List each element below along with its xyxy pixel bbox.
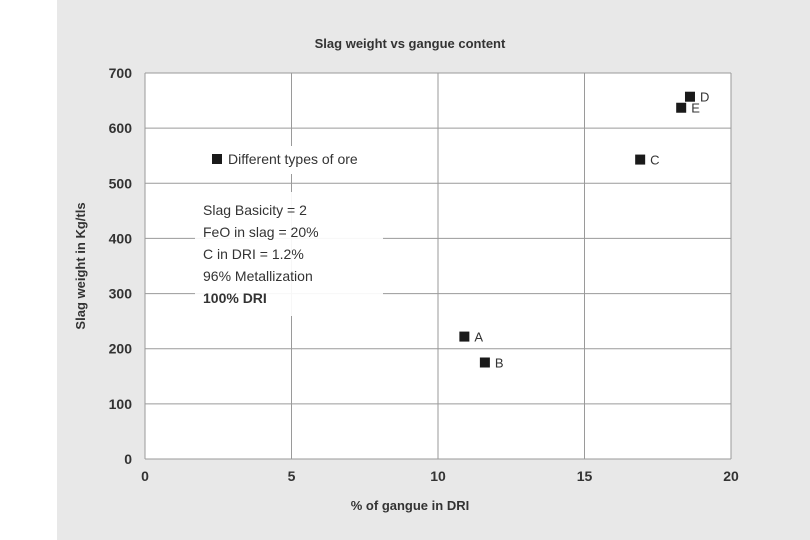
y-tick-label: 600 — [109, 120, 133, 136]
data-label-d: D — [700, 90, 709, 105]
x-tick-label: 0 — [141, 468, 149, 484]
y-tick-label: 500 — [109, 175, 133, 191]
annotation-text: Slag Basicity = 2 FeO in slag = 20% C in D… — [203, 202, 319, 306]
annotation-line: Slag Basicity = 2 — [203, 202, 307, 218]
annotation-line: C in DRI = 1.2% — [203, 246, 304, 262]
y-tick-label: 700 — [109, 65, 133, 81]
x-tick-labels: 0 5 10 15 20 — [141, 468, 739, 484]
annotation-line: 96% Metallization — [203, 268, 313, 284]
y-tick-labels: 0 100 200 300 400 500 600 700 — [109, 65, 133, 467]
data-label-c: C — [650, 153, 659, 168]
legend-marker — [212, 154, 222, 164]
y-tick-label: 100 — [109, 396, 133, 412]
legend-label: Different types of ore — [228, 151, 358, 167]
data-point-e — [676, 102, 687, 113]
x-tick-label: 10 — [430, 468, 446, 484]
y-tick-label: 0 — [124, 451, 132, 467]
annotation-box — [195, 192, 383, 316]
x-axis-label: % of gangue in DRI — [351, 498, 469, 513]
x-tick-label: 20 — [723, 468, 739, 484]
y-tick-label: 200 — [109, 341, 133, 357]
x-tick-label: 5 — [288, 468, 296, 484]
data-label-e: E — [691, 101, 700, 116]
y-axis-label: Slag weight in Kg/tls — [73, 202, 88, 329]
data-point-d — [684, 91, 695, 102]
y-tick-label: 400 — [109, 230, 133, 246]
legend-box — [195, 146, 363, 174]
chart-title: Slag weight vs gangue content — [315, 36, 506, 51]
annotation-line: FeO in slag = 20% — [203, 224, 319, 240]
data-point-a — [459, 331, 470, 342]
data-label-a: A — [474, 330, 483, 345]
x-tick-label: 15 — [577, 468, 593, 484]
data-point-c — [635, 154, 646, 165]
annotation-line-bold: 100% DRI — [203, 290, 267, 306]
data-label-b: B — [495, 356, 504, 371]
data-points: AB C DE — [459, 90, 709, 371]
y-tick-label: 300 — [109, 286, 133, 302]
data-point-b — [479, 357, 490, 368]
